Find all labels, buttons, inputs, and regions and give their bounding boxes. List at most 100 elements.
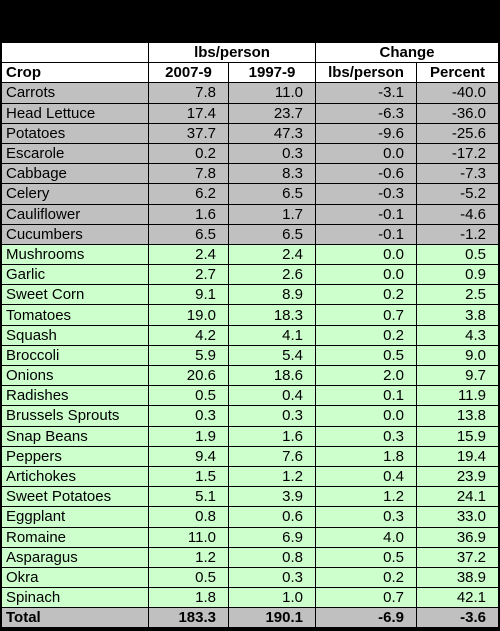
change-percent-cell: -1.2 xyxy=(416,223,500,245)
change-lbs-cell: 0.7 xyxy=(315,587,418,609)
change-lbs-cell: 0.3 xyxy=(315,506,418,528)
change-lbs-cell: 0.2 xyxy=(315,324,418,346)
lbs-2007-9-cell: 1.9 xyxy=(148,425,229,447)
crop-name-cell: Mushrooms xyxy=(1,243,149,266)
lbs-1997-9-cell: 0.3 xyxy=(227,566,317,589)
change-percent-cell: 2.5 xyxy=(416,284,500,306)
table-row: Peppers 9.4 7.6 1.8 19.4 xyxy=(1,445,500,467)
table-row: Garlic 2.7 2.6 0.0 0.9 xyxy=(1,264,500,286)
change-percent-cell: -36.0 xyxy=(416,102,500,124)
change-percent-cell: 0.9 xyxy=(416,264,500,286)
change-percent-cell: 9.7 xyxy=(416,364,500,387)
total-1997-9-cell: 190.1 xyxy=(227,607,317,629)
change-percent-cell: 15.9 xyxy=(416,425,500,447)
table-row: Artichokes 1.5 1.2 0.4 23.9 xyxy=(1,465,500,488)
header-blank-cell xyxy=(1,41,149,64)
change-percent-cell: 42.1 xyxy=(416,587,500,609)
crop-name-cell: Artichokes xyxy=(1,465,149,488)
crop-name-cell: Romaine xyxy=(1,526,149,548)
change-percent-cell: 38.9 xyxy=(416,566,500,589)
header-1997-9: 1997-9 xyxy=(227,62,317,84)
change-lbs-cell: 0.2 xyxy=(315,284,418,306)
change-percent-cell: 11.9 xyxy=(416,385,500,407)
table-row: Asparagus 1.2 0.8 0.5 37.2 xyxy=(1,546,500,568)
lbs-2007-9-cell: 6.2 xyxy=(148,183,229,205)
crop-name-cell: Snap Beans xyxy=(1,425,149,447)
crop-name-cell: Okra xyxy=(1,566,149,589)
table-row: Cabbage 7.8 8.3 -0.6 -7.3 xyxy=(1,163,500,185)
lbs-2007-9-cell: 5.9 xyxy=(148,344,229,367)
crop-name-cell: Radishes xyxy=(1,385,149,407)
change-percent-cell: 19.4 xyxy=(416,445,500,467)
change-lbs-cell: 0.0 xyxy=(315,142,418,165)
lbs-2007-9-cell: 7.8 xyxy=(148,82,229,104)
lbs-2007-9-cell: 1.8 xyxy=(148,587,229,609)
lbs-1997-9-cell: 0.3 xyxy=(227,405,317,427)
table-row: Radishes 0.5 0.4 0.1 11.9 xyxy=(1,385,500,407)
lbs-2007-9-cell: 20.6 xyxy=(148,364,229,387)
total-2007-9-cell: 183.3 xyxy=(148,607,229,629)
change-lbs-cell: 0.5 xyxy=(315,344,418,367)
change-lbs-cell: -6.3 xyxy=(315,102,418,124)
lbs-2007-9-cell: 0.5 xyxy=(148,385,229,407)
change-percent-cell: 24.1 xyxy=(416,486,500,508)
crop-name-cell: Onions xyxy=(1,364,149,387)
lbs-1997-9-cell: 8.3 xyxy=(227,163,317,185)
change-percent-cell: -17.2 xyxy=(416,142,500,165)
lbs-1997-9-cell: 4.1 xyxy=(227,324,317,346)
change-percent-cell: -25.6 xyxy=(416,122,500,144)
lbs-1997-9-cell: 8.9 xyxy=(227,284,317,306)
crop-name-cell: Spinach xyxy=(1,587,149,609)
table-row: Okra 0.5 0.3 0.2 38.9 xyxy=(1,566,500,589)
table-row: Cauliflower 1.6 1.7 -0.1 -4.6 xyxy=(1,203,500,225)
change-percent-cell: 9.0 xyxy=(416,344,500,367)
crop-name-cell: Cauliflower xyxy=(1,203,149,225)
lbs-2007-9-cell: 1.2 xyxy=(148,546,229,568)
table-row: Eggplant 0.8 0.6 0.3 33.0 xyxy=(1,506,500,528)
change-percent-cell: 13.8 xyxy=(416,405,500,427)
lbs-2007-9-cell: 9.1 xyxy=(148,284,229,306)
change-percent-cell: 4.3 xyxy=(416,324,500,346)
total-change-percent-cell: -3.6 xyxy=(416,607,500,629)
lbs-1997-9-cell: 0.3 xyxy=(227,142,317,165)
change-percent-cell: 23.9 xyxy=(416,465,500,488)
lbs-2007-9-cell: 19.0 xyxy=(148,304,229,326)
table-row: Squash 4.2 4.1 0.2 4.3 xyxy=(1,324,500,346)
lbs-2007-9-cell: 0.2 xyxy=(148,142,229,165)
table-row: Snap Beans 1.9 1.6 0.3 15.9 xyxy=(1,425,500,447)
column-header-row: Crop 2007-9 1997-9 lbs/person Percent xyxy=(1,62,500,84)
lbs-2007-9-cell: 1.6 xyxy=(148,203,229,225)
table-row: Brussels Sprouts 0.3 0.3 0.0 13.8 xyxy=(1,405,500,427)
lbs-2007-9-cell: 2.7 xyxy=(148,264,229,286)
group-header-row: lbs/person Change xyxy=(1,41,500,64)
lbs-1997-9-cell: 2.6 xyxy=(227,264,317,286)
lbs-2007-9-cell: 4.2 xyxy=(148,324,229,346)
change-lbs-cell: 0.3 xyxy=(315,425,418,447)
lbs-1997-9-cell: 1.6 xyxy=(227,425,317,447)
total-row: Total 183.3 190.1 -6.9 -3.6 xyxy=(1,607,500,629)
header-change-lbs: lbs/person xyxy=(315,62,418,84)
table-row: Celery 6.2 6.5 -0.3 -5.2 xyxy=(1,183,500,205)
change-lbs-cell: -0.1 xyxy=(315,203,418,225)
change-lbs-cell: -0.1 xyxy=(315,223,418,245)
lbs-1997-9-cell: 0.4 xyxy=(227,385,317,407)
total-label-cell: Total xyxy=(1,607,149,629)
crop-name-cell: Garlic xyxy=(1,264,149,286)
lbs-1997-9-cell: 1.7 xyxy=(227,203,317,225)
change-lbs-cell: 0.0 xyxy=(315,264,418,286)
change-lbs-cell: 0.7 xyxy=(315,304,418,326)
table-row: Cucumbers 6.5 6.5 -0.1 -1.2 xyxy=(1,223,500,245)
change-lbs-cell: 0.0 xyxy=(315,243,418,266)
change-lbs-cell: 1.2 xyxy=(315,486,418,508)
crop-name-cell: Brussels Sprouts xyxy=(1,405,149,427)
lbs-2007-9-cell: 2.4 xyxy=(148,243,229,266)
lbs-1997-9-cell: 7.6 xyxy=(227,445,317,467)
table-row: Tomatoes 19.0 18.3 0.7 3.8 xyxy=(1,304,500,326)
change-percent-cell: -4.6 xyxy=(416,203,500,225)
crop-name-cell: Peppers xyxy=(1,445,149,467)
crop-name-cell: Squash xyxy=(1,324,149,346)
lbs-2007-9-cell: 5.1 xyxy=(148,486,229,508)
lbs-1997-9-cell: 2.4 xyxy=(227,243,317,266)
table-row: Onions 20.6 18.6 2.0 9.7 xyxy=(1,364,500,387)
